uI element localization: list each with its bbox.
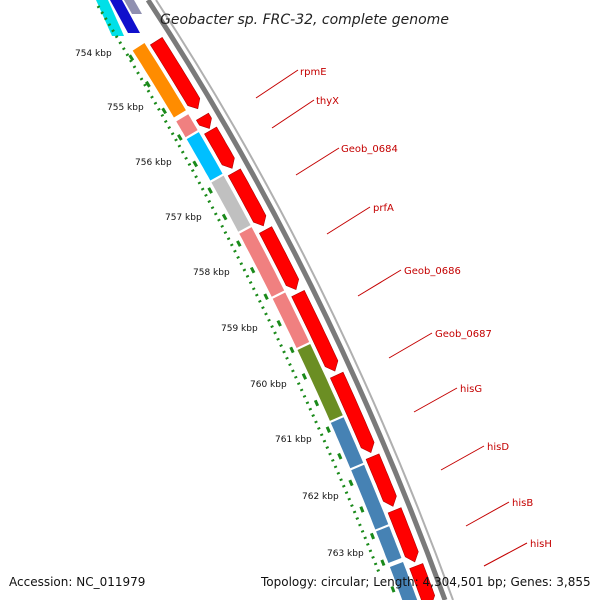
outer-dash <box>276 319 282 327</box>
outer-dash <box>390 585 396 593</box>
cog-feature <box>389 562 418 600</box>
gene-leader-line <box>271 99 315 129</box>
cog-feature <box>239 227 285 297</box>
tick-label: 756 kbp <box>135 158 172 168</box>
tick-label: 759 kbp <box>221 324 258 334</box>
cds-arrow <box>409 563 436 600</box>
cds-arrow <box>291 289 339 372</box>
outer-dash <box>348 479 354 487</box>
cds-arrow <box>258 226 300 291</box>
genome-title: Geobacter sp. FRC-32, complete genome <box>160 12 449 28</box>
cog-feature <box>351 464 389 530</box>
outer-dashes <box>128 54 396 593</box>
tick-label: 762 kbp <box>302 492 339 502</box>
gene-leader-line <box>483 542 528 567</box>
cog-feature <box>330 417 364 469</box>
tick-label: 758 kbp <box>193 268 230 278</box>
outer-dash <box>380 559 386 567</box>
gene-label: prfA <box>373 203 394 214</box>
gene-leader-line <box>440 445 485 471</box>
gene-label: hisH <box>530 539 552 550</box>
cds-arrow <box>365 453 397 507</box>
cds-arrow <box>330 371 375 454</box>
cds-arrow <box>195 112 212 129</box>
cds-arrow <box>149 36 201 110</box>
gray-feature <box>124 0 142 14</box>
blue-feature <box>110 0 140 33</box>
outer-dash <box>313 399 320 407</box>
gene-label: rpmE <box>300 67 327 78</box>
gene-label: Geob_0686 <box>404 266 461 277</box>
outer-dash <box>236 240 242 247</box>
gene-leader-line <box>388 332 433 359</box>
outer-dash <box>192 160 198 168</box>
outer-dash <box>221 213 228 221</box>
top-features <box>96 0 142 36</box>
gene-leader-line <box>255 69 299 99</box>
gene-leader-line <box>465 501 510 527</box>
outer-dash <box>263 293 269 301</box>
tick-label: 757 kbp <box>165 213 202 223</box>
outer-dash <box>301 373 308 380</box>
gene-leader-line <box>413 387 458 413</box>
outer-dash <box>337 452 343 460</box>
cds-arrow <box>227 168 267 227</box>
cds-track <box>149 36 436 600</box>
gene-label: hisG <box>460 384 482 395</box>
outer-dash <box>161 107 167 115</box>
backbone-outer <box>145 0 448 600</box>
cog-feature <box>176 114 198 138</box>
backbone-inner <box>155 0 454 600</box>
cds-arrow <box>387 507 419 563</box>
tick-label: 754 kbp <box>75 49 112 59</box>
gene-labels: rpmE thyX Geob_0684 prfA Geob_0686 Geob_0687h… <box>255 67 552 567</box>
gene-label: hisB <box>512 498 533 509</box>
gene-leader-line <box>326 206 371 235</box>
cog-feature <box>272 292 310 348</box>
cog-track <box>132 43 418 600</box>
cds-arrow <box>204 126 235 169</box>
gene-leader-line <box>295 147 340 176</box>
gene-label: thyX <box>316 96 339 107</box>
gene-label: hisD <box>487 442 509 453</box>
gene-label: Geob_0687 <box>435 329 492 340</box>
tick-label: 763 kbp <box>327 549 364 559</box>
outer-dash <box>289 346 295 354</box>
outer-dash <box>249 266 256 274</box>
outer-dash <box>177 134 183 141</box>
tick-label: 755 kbp <box>107 103 144 113</box>
cog-feature <box>376 526 402 563</box>
cog-feature <box>132 43 186 118</box>
outer-dash <box>128 54 135 62</box>
outer-dash <box>145 80 151 88</box>
gene-label: Geob_0684 <box>341 144 398 155</box>
cog-feature <box>186 132 223 181</box>
dotted-track <box>96 5 382 576</box>
tick-label: 760 kbp <box>250 380 287 390</box>
outer-dash <box>325 426 331 433</box>
accession-text: Accession: NC_011979 <box>9 575 145 589</box>
outer-dash <box>359 506 365 513</box>
outer-dash <box>370 532 375 540</box>
cyan-feature <box>96 0 124 36</box>
cog-feature <box>211 175 251 232</box>
tick-label: 761 kbp <box>275 435 312 445</box>
tick-labels: 754 kbp 755 kbp 756 kbp 757 kbp 758 kbp 759 k… <box>75 49 364 559</box>
genome-summary: Topology: circular; Length: 4,304,501 bp… <box>260 575 591 589</box>
gene-leader-line <box>357 269 402 297</box>
cog-feature <box>297 344 343 421</box>
outer-dash <box>207 187 213 194</box>
